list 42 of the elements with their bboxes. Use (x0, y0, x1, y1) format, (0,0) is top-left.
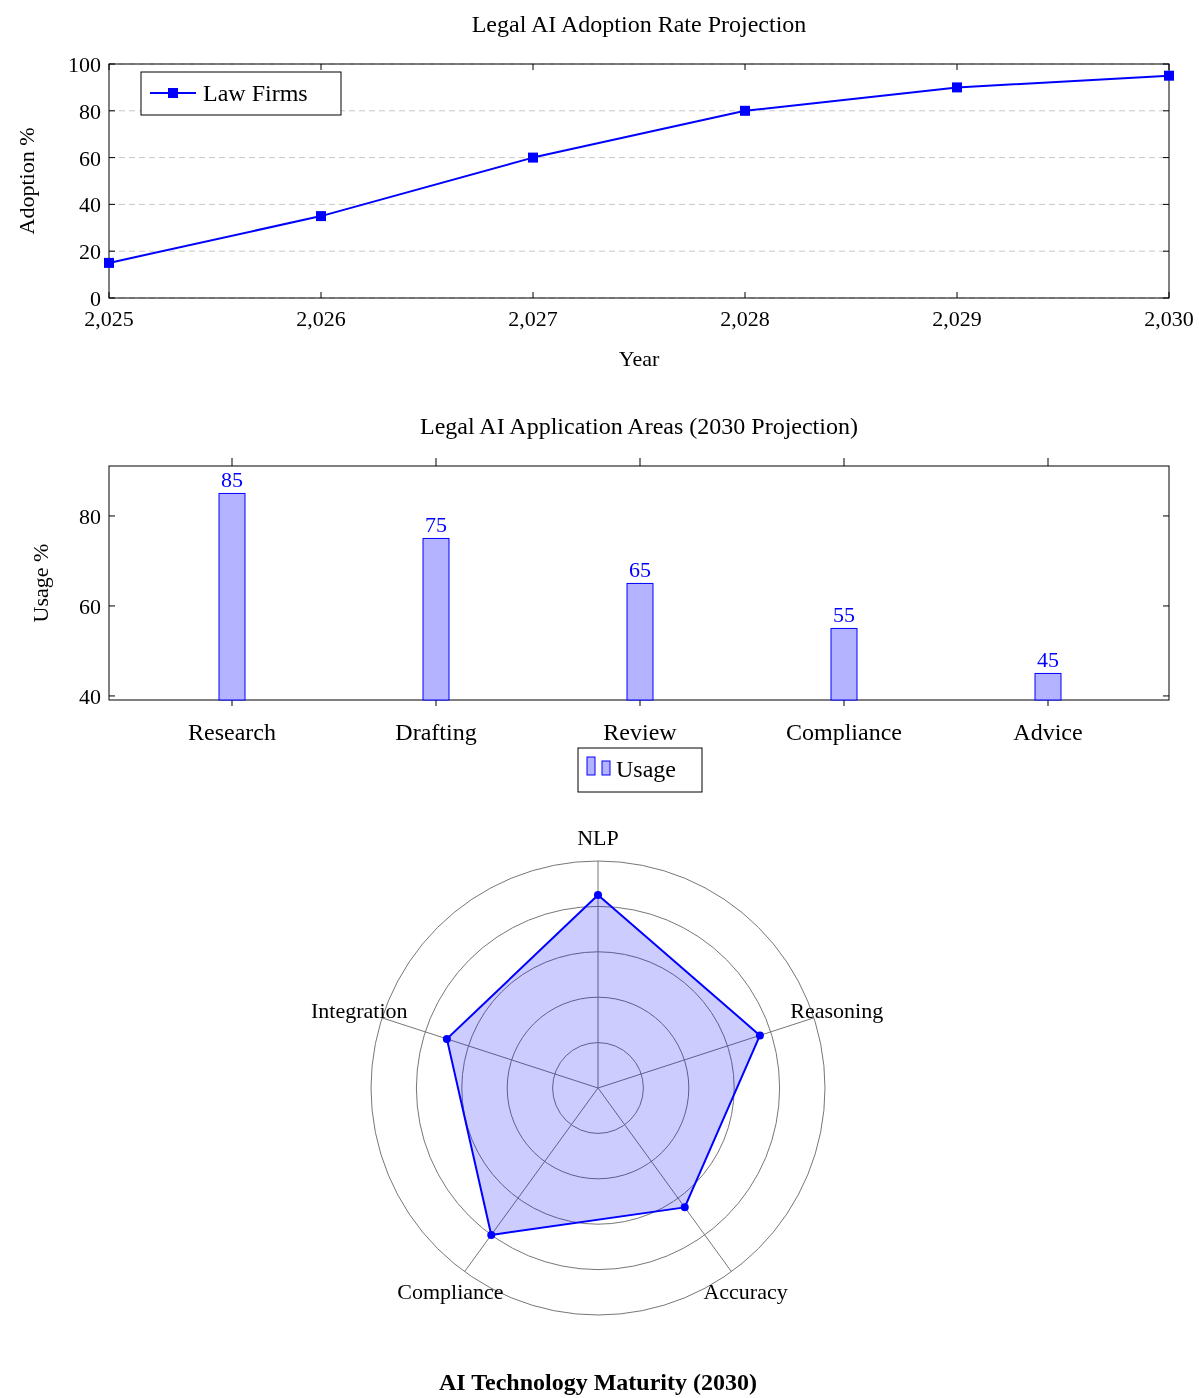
y-tick-label: 100 (68, 52, 101, 77)
point (1164, 70, 1174, 81)
y-axis-title: Usage % (28, 543, 53, 623)
point (952, 82, 962, 93)
y-tick-label: 20 (79, 239, 101, 265)
spoke-label: Reasoning (790, 998, 884, 1024)
spoke-label: Compliance (397, 1279, 504, 1305)
y-tick-label: 60 (79, 145, 101, 171)
spoke-label: Integration (311, 998, 408, 1024)
x-tick-label: Drafting (395, 719, 477, 745)
point (316, 211, 326, 222)
spoke-label: NLP (577, 825, 619, 850)
x-tick-label: 2,029 (932, 306, 982, 331)
x-axis-title: Year (618, 346, 660, 371)
chart-title: Legal AI Adoption Rate Projection (471, 11, 807, 37)
y-tick-label: 80 (79, 98, 101, 124)
x-tick-label: Review (603, 719, 678, 745)
spoke-label: Accuracy (703, 1279, 788, 1305)
data-label: 45 (1037, 647, 1059, 673)
x-tick-label: 2,026 (296, 306, 346, 331)
x-tick-label: 2,027 (508, 306, 558, 331)
legend-label: Usage (616, 756, 676, 782)
y-axis-title: Adoption % (14, 127, 39, 235)
x-tick-label: Compliance (786, 719, 902, 745)
legend-label: Law Firms (203, 80, 308, 106)
chart-title: Legal AI Application Areas (2030 Projection) (420, 413, 858, 439)
y-tick-label: 80 (79, 503, 101, 529)
y-tick-label: 60 (79, 593, 101, 619)
point (528, 152, 538, 163)
text: AI Technology Maturity (2030) (439, 1369, 757, 1395)
x-tick-label: 2,030 (1144, 306, 1194, 331)
x-tick-label: Advice (1013, 719, 1083, 745)
x-tick-label: Research (188, 719, 276, 745)
data-label: 55 (833, 602, 855, 628)
y-tick-label: 40 (79, 683, 101, 709)
point (740, 105, 750, 116)
point (104, 257, 114, 268)
x-tick-label: 2,028 (720, 306, 770, 331)
data-label: 75 (425, 512, 447, 538)
y-tick-label: 40 (79, 192, 101, 218)
data-label: 65 (629, 557, 651, 583)
data-label: 85 (221, 467, 243, 493)
